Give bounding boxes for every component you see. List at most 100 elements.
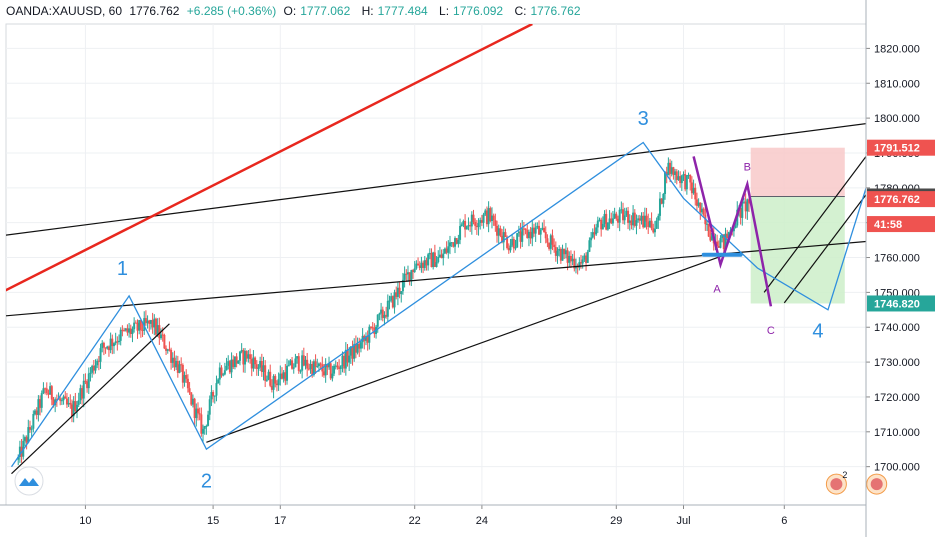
candle-body <box>390 296 393 301</box>
candle-body <box>205 425 208 427</box>
candle-body <box>664 172 667 194</box>
wave-label: 1 <box>117 258 128 280</box>
candle-body <box>42 388 45 394</box>
candles <box>17 157 751 466</box>
price-tag <box>867 216 935 233</box>
candle-body <box>405 273 408 275</box>
candle-body <box>349 346 352 356</box>
candle-body <box>593 232 596 235</box>
candle-body <box>237 360 240 364</box>
candle-body <box>284 372 287 381</box>
candle-body <box>154 318 157 335</box>
candle-body <box>92 365 95 371</box>
candle-body <box>371 327 374 329</box>
candle-body <box>472 214 475 222</box>
candle-body <box>435 261 438 267</box>
candle-body <box>99 348 102 362</box>
price-tag-label: 1776.762 <box>874 194 920 206</box>
candle-body <box>178 364 181 373</box>
candle-body <box>645 215 648 222</box>
candle-body <box>532 227 535 234</box>
candle-body <box>707 223 710 237</box>
price-change: +6.285 (+0.36%) <box>186 4 277 18</box>
candle-body <box>595 227 598 235</box>
candle-body <box>590 237 593 241</box>
candle-body <box>393 292 396 308</box>
y-tick-label: 1820.000 <box>874 43 920 55</box>
candle-body <box>91 365 94 373</box>
close-label: C: 1776.762 <box>514 4 581 18</box>
candle-body <box>44 388 47 390</box>
candle-body <box>52 399 55 406</box>
candle-body <box>366 336 369 343</box>
candle-body <box>490 215 493 222</box>
candle-body <box>148 320 151 324</box>
event-badge-icon <box>866 473 888 495</box>
candle-body <box>299 370 302 372</box>
candle-body <box>519 231 522 242</box>
candle-body <box>479 220 482 224</box>
candle-body <box>244 351 247 365</box>
x-tick-label: 10 <box>79 515 91 527</box>
candle-body <box>679 176 682 184</box>
candle-body <box>445 248 448 253</box>
candle-body <box>477 223 480 228</box>
candle-body <box>176 360 179 373</box>
candle-body <box>517 231 520 234</box>
candle-body <box>501 235 504 243</box>
candle-body <box>564 250 567 255</box>
candle-body <box>104 347 107 349</box>
x-tick-label: 15 <box>207 515 219 527</box>
y-tick-label: 1740.000 <box>874 322 920 334</box>
candle-body <box>280 373 283 379</box>
candle-body <box>428 252 431 255</box>
candle-body <box>235 356 238 364</box>
candle-body <box>165 348 168 351</box>
candle-body <box>97 360 100 362</box>
candle-body <box>746 199 749 212</box>
candle-body <box>111 338 114 347</box>
candle-body <box>469 225 472 227</box>
candle-body <box>76 404 79 412</box>
candle-body <box>553 244 556 248</box>
trend-line <box>6 123 866 236</box>
candle-body <box>598 219 601 221</box>
price-tag-label: 1791.512 <box>874 143 920 155</box>
candle-body <box>600 219 603 230</box>
drawings[interactable] <box>0 24 882 475</box>
candle-body <box>699 202 702 213</box>
close-value: 1776.762 <box>530 4 581 18</box>
candle-body <box>485 210 488 225</box>
candle-body <box>171 357 174 363</box>
low-value: 1776.092 <box>453 4 504 18</box>
candle-body <box>543 227 546 232</box>
candle-body <box>343 355 346 369</box>
candle-body <box>124 328 127 331</box>
x-tick-label: 29 <box>610 515 622 527</box>
candle-body <box>563 248 566 255</box>
candle-body <box>450 242 453 244</box>
candle-body <box>252 357 255 369</box>
candle-body <box>401 279 404 292</box>
candle-body <box>220 367 223 376</box>
candle-body <box>203 426 206 429</box>
candle-body <box>554 247 557 256</box>
candle-body <box>319 363 322 365</box>
candle-body <box>193 398 196 419</box>
candle-body <box>109 338 112 351</box>
candle-body <box>558 249 561 251</box>
candle-body <box>166 349 169 351</box>
candle-body <box>356 343 359 353</box>
candle-body <box>559 249 562 261</box>
tradingview-logo-icon[interactable] <box>14 466 44 496</box>
candle-body <box>432 252 435 268</box>
candle-body <box>84 380 87 382</box>
candle-body <box>418 265 421 269</box>
candle-body <box>198 413 201 415</box>
candle-body <box>112 343 115 347</box>
candle-body <box>62 396 65 401</box>
candle-body <box>433 252 436 267</box>
symbol-label[interactable]: OANDA:XAUUSD, 60 <box>6 4 123 18</box>
candle-body <box>385 314 388 317</box>
